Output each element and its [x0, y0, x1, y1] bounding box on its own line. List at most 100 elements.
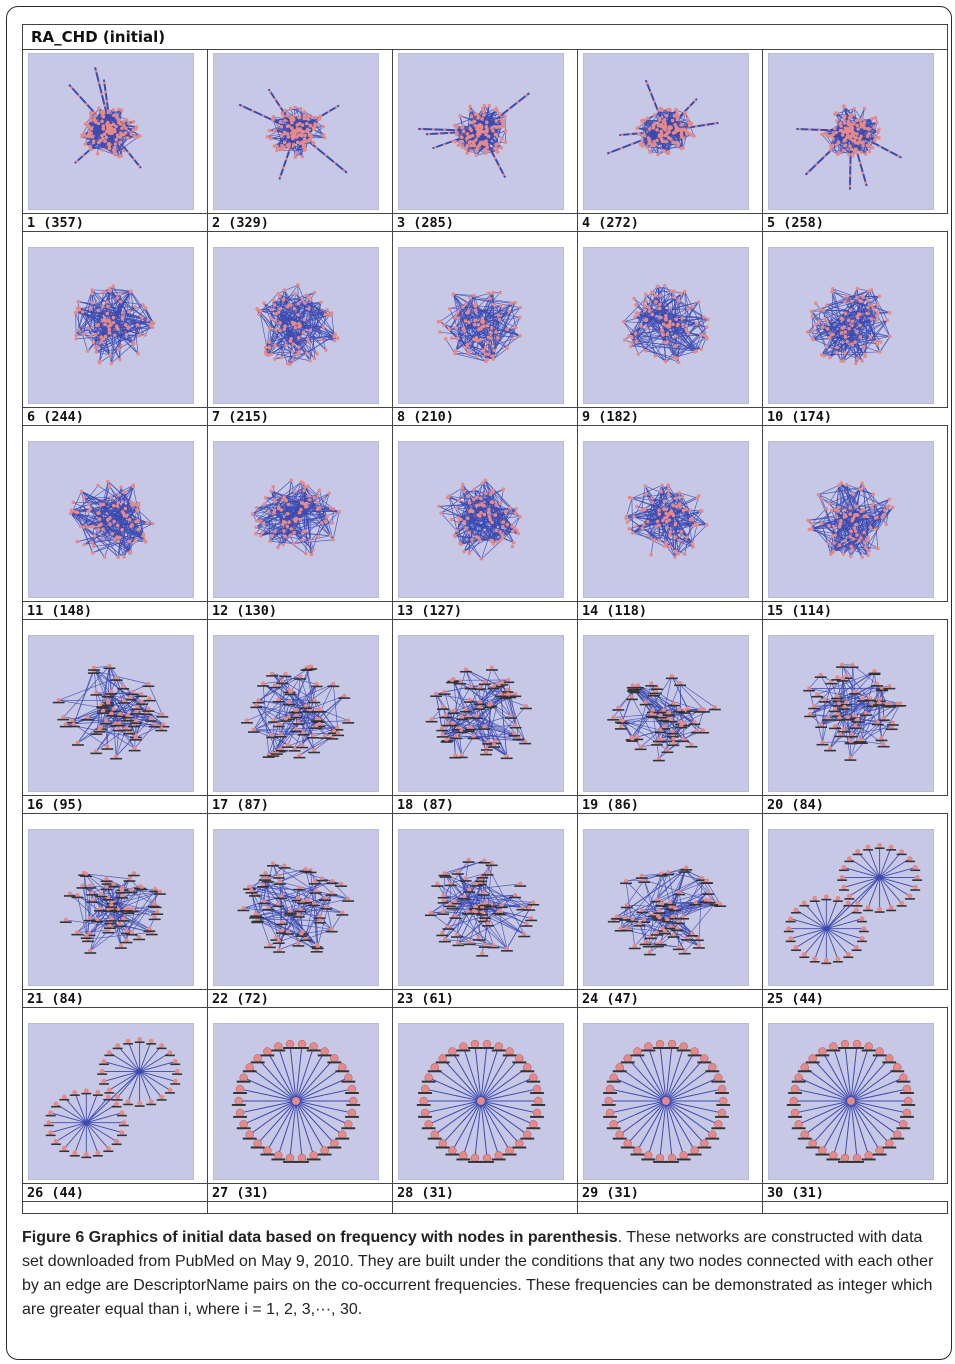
network-graph-image [583, 829, 749, 986]
network-graph-image [213, 829, 379, 986]
figure-frame [6, 6, 952, 1360]
panel-label: 10 (174) [763, 407, 948, 426]
panel-label: 29 (31) [578, 1183, 763, 1202]
network-panel: 3 (285) [393, 50, 578, 244]
network-graph-image [583, 635, 749, 792]
network-graph-image [768, 829, 934, 986]
network-grid: 1 (357) 2 (329) 3 (285) 4 (272) 5 (258) 6 (24… [23, 50, 948, 1214]
panel-label: 25 (44) [763, 989, 948, 1008]
panel-label: 23 (61) [393, 989, 578, 1008]
panel-label: 21 (84) [23, 989, 208, 1008]
network-graph-image [398, 247, 564, 404]
panel-label: 8 (210) [393, 407, 578, 426]
panel-label: 28 (31) [393, 1183, 578, 1202]
panel-label: 27 (31) [208, 1183, 393, 1202]
network-panel: 2 (329) [208, 50, 393, 244]
network-graph-image [398, 53, 564, 210]
network-graph-image [768, 247, 934, 404]
column-divider [762, 50, 763, 1214]
network-graph-image [583, 1023, 749, 1180]
network-panel: 12 (130) [208, 438, 393, 632]
panel-label: 16 (95) [23, 795, 208, 814]
network-graph-image [583, 247, 749, 404]
panel-label: 1 (357) [23, 213, 208, 232]
panel-label: 4 (272) [578, 213, 763, 232]
figure-panel-title: RA_CHD (initial) [23, 25, 947, 50]
caption-body: . These networks are constructed with da… [22, 1229, 934, 1318]
panel-label: 14 (118) [578, 601, 763, 620]
panel-label: 11 (148) [23, 601, 208, 620]
panel-label: 12 (130) [208, 601, 393, 620]
figure-caption: Figure 6 Graphics of initial data based … [22, 1226, 948, 1322]
panel-label: 22 (72) [208, 989, 393, 1008]
network-panel: 5 (258) [763, 50, 948, 244]
network-graph-image [768, 1023, 934, 1180]
panel-label: 18 (87) [393, 795, 578, 814]
network-graph-image [398, 1023, 564, 1180]
network-graph-image [398, 635, 564, 792]
network-graph-image [768, 53, 934, 210]
network-graph-image [28, 635, 194, 792]
panel-label: 13 (127) [393, 601, 578, 620]
network-panel: 18 (87) [393, 632, 578, 826]
network-graph-image [213, 53, 379, 210]
network-panel: 4 (272) [578, 50, 763, 244]
network-graph-image [768, 635, 934, 792]
network-panel: 23 (61) [393, 826, 578, 1020]
panel-label: 20 (84) [763, 795, 948, 814]
network-graph-image [398, 829, 564, 986]
network-panel: 10 (174) [763, 244, 948, 438]
panel-label: 2 (329) [208, 213, 393, 232]
network-panel: 16 (95) [23, 632, 208, 826]
network-graph-image [213, 441, 379, 598]
network-panel: 24 (47) [578, 826, 763, 1020]
network-panel: 22 (72) [208, 826, 393, 1020]
network-panel: 29 (31) [578, 1020, 763, 1214]
network-graph-image [213, 247, 379, 404]
network-panel: 11 (148) [23, 438, 208, 632]
network-panel: 9 (182) [578, 244, 763, 438]
network-panel: 26 (44) [23, 1020, 208, 1214]
network-panel: 1 (357) [23, 50, 208, 244]
panel-label: 6 (244) [23, 407, 208, 426]
network-panel: 7 (215) [208, 244, 393, 438]
network-panel: 25 (44) [763, 826, 948, 1020]
panel-label: 30 (31) [763, 1183, 948, 1202]
network-graph-image [213, 1023, 379, 1180]
network-graph-image [28, 441, 194, 598]
network-graph-image [28, 829, 194, 986]
panel-label: 3 (285) [393, 213, 578, 232]
network-graph-image [28, 53, 194, 210]
network-graph-image [213, 635, 379, 792]
panel-label: 15 (114) [763, 601, 948, 620]
caption-title: Figure 6 Graphics of initial data based … [22, 1229, 618, 1246]
network-graph-image [28, 247, 194, 404]
panel-label: 5 (258) [763, 213, 948, 232]
panel-label: 9 (182) [578, 407, 763, 426]
network-panel: 28 (31) [393, 1020, 578, 1214]
network-panel: 21 (84) [23, 826, 208, 1020]
panel-label: 7 (215) [208, 407, 393, 426]
column-divider [577, 50, 578, 1214]
network-graph-image [583, 53, 749, 210]
column-divider [207, 50, 208, 1214]
network-graph-image [28, 1023, 194, 1180]
network-graph-image [583, 441, 749, 598]
network-panel: 6 (244) [23, 244, 208, 438]
network-panel: 30 (31) [763, 1020, 948, 1214]
network-panel: 8 (210) [393, 244, 578, 438]
network-graph-image [398, 441, 564, 598]
panel-label: 26 (44) [23, 1183, 208, 1202]
panel-label: 17 (87) [208, 795, 393, 814]
network-panel: 19 (86) [578, 632, 763, 826]
network-panel: 13 (127) [393, 438, 578, 632]
network-panel: 20 (84) [763, 632, 948, 826]
panel-label: 24 (47) [578, 989, 763, 1008]
network-panel: 15 (114) [763, 438, 948, 632]
network-panel: 14 (118) [578, 438, 763, 632]
figure-table: RA_CHD (initial) 1 (357) 2 (329) 3 (285) 4 … [22, 24, 948, 1214]
column-divider [392, 50, 393, 1214]
network-panel: 27 (31) [208, 1020, 393, 1214]
network-graph-image [768, 441, 934, 598]
panel-label: 19 (86) [578, 795, 763, 814]
